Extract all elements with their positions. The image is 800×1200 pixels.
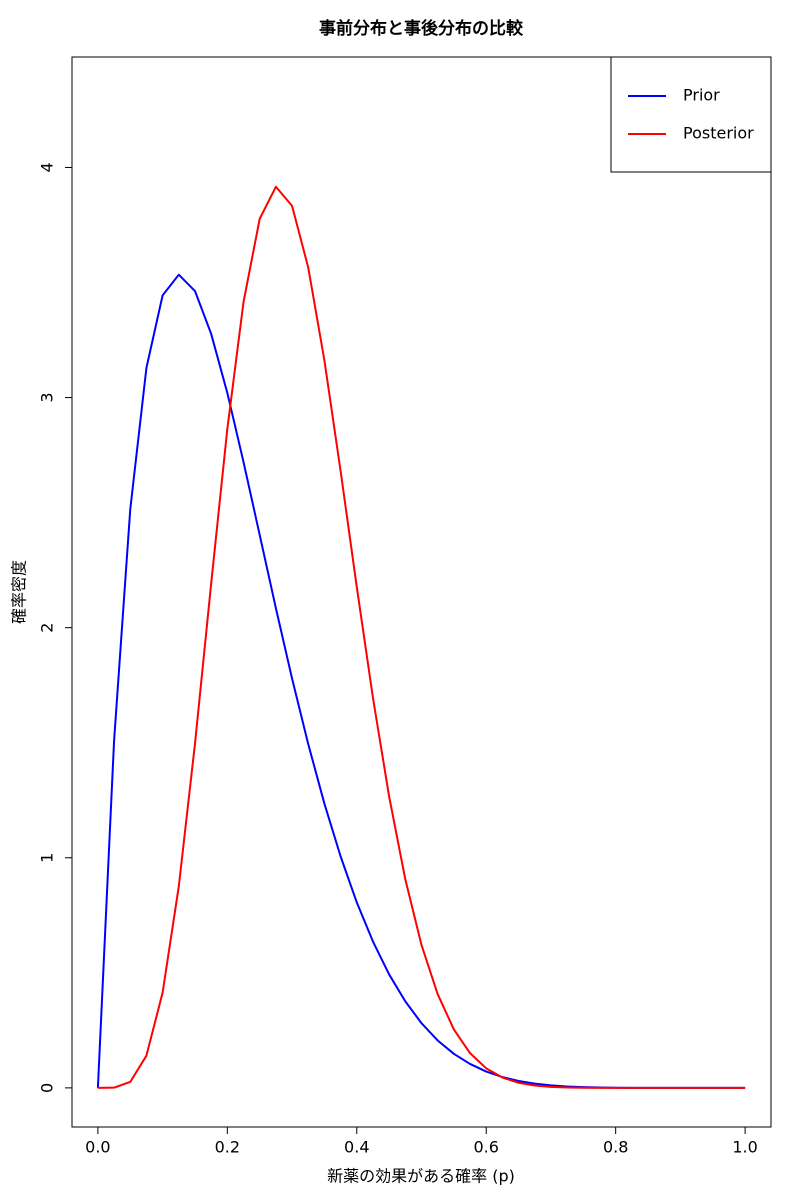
y-tick-label: 3: [38, 392, 57, 402]
legend-label: Prior: [683, 86, 720, 105]
legend-label: Posterior: [683, 124, 754, 143]
y-tick-label: 1: [38, 853, 57, 863]
chart-title: 事前分布と事後分布の比較: [319, 18, 524, 39]
y-axis-label: 確率密度: [10, 560, 29, 624]
y-tick-label: 0: [38, 1083, 57, 1093]
x-tick-label: 0.6: [473, 1138, 498, 1157]
legend-box: [610, 56, 772, 173]
x-tick-label: 0.0: [85, 1138, 110, 1157]
x-tick-label: 0.8: [603, 1138, 628, 1157]
x-tick-label: 0.2: [215, 1138, 240, 1157]
y-tick-label: 4: [38, 162, 57, 172]
y-tick-label: 2: [38, 623, 57, 633]
x-axis-label: 新薬の効果がある確率 (p): [327, 1167, 515, 1186]
series-line: [97, 185, 746, 1089]
x-tick-label: 1.0: [732, 1138, 757, 1157]
x-tick-label: 0.4: [344, 1138, 369, 1157]
plot-frame: [71, 56, 772, 1128]
series-line: [96, 273, 746, 1089]
